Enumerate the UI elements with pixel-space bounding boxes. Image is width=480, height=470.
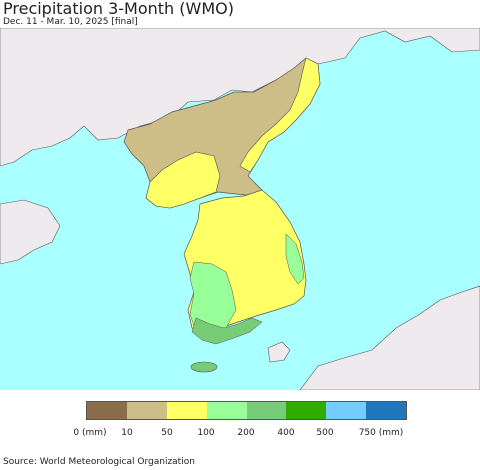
land-shandong: [0, 199, 61, 265]
legend-label-4: 200: [237, 428, 255, 438]
legend-label-6: 500: [316, 428, 334, 438]
legend-label-7: 750 (mm): [358, 428, 404, 438]
map-title: Precipitation 3-Month (WMO): [3, 0, 234, 18]
legend-label-2: 50: [161, 428, 173, 438]
south-korea-east-coast: [285, 233, 305, 285]
land-manchuria: [0, 28, 480, 167]
land-japan: [299, 285, 480, 390]
legend-swatch-5: [286, 402, 327, 419]
legend-label-1: 10: [121, 428, 133, 438]
legend-swatch-0: [87, 402, 127, 419]
land-japan-islands: [267, 341, 291, 363]
jeju-island: [190, 361, 218, 373]
legend-swatch-1: [126, 402, 167, 419]
map-area: [0, 28, 480, 390]
map-svg: [0, 28, 480, 390]
north-korea-east-coast: [239, 57, 321, 173]
legend-swatch-2: [166, 402, 207, 419]
legend-label-5: 400: [277, 428, 295, 438]
legend-swatch-3: [206, 402, 247, 419]
legend-label-0: 0 (mm): [73, 428, 107, 438]
source-note: Source: World Meteorological Organizatio…: [3, 457, 195, 467]
legend-swatch-6: [326, 402, 367, 419]
legend-swatch-7: [366, 402, 406, 419]
legend-bar: [86, 401, 407, 420]
map-subtitle: Dec. 11 - Mar. 10, 2025 [final]: [3, 17, 138, 27]
south-korea-south-coast: [191, 317, 263, 345]
legend-label-3: 100: [197, 428, 215, 438]
north-korea-west: [145, 151, 221, 209]
legend-swatch-4: [246, 402, 287, 419]
